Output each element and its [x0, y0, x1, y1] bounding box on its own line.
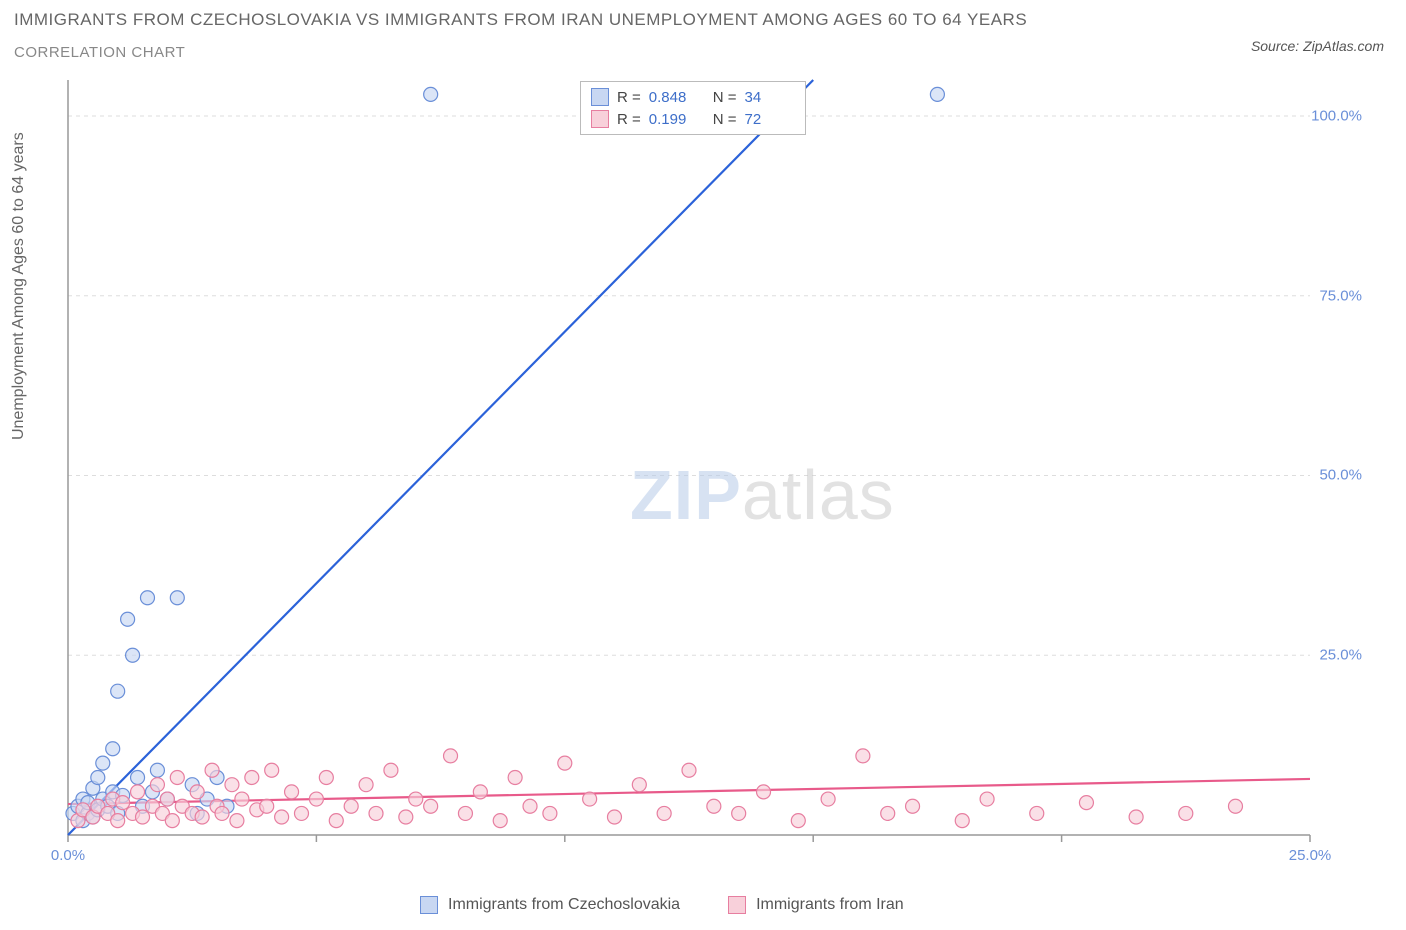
- legend-series-label: Immigrants from Iran: [756, 896, 904, 914]
- correlation-legend-box: R = 0.848 N = 34 R = 0.199 N = 72: [580, 81, 806, 135]
- legend-n-label: N =: [713, 89, 737, 106]
- legend-swatch: [420, 896, 438, 914]
- x-tick-label: 25.0%: [1289, 847, 1332, 864]
- chart-title-block: IMMIGRANTS FROM CZECHOSLOVAKIA VS IMMIGR…: [14, 10, 1392, 61]
- legend-swatch: [591, 88, 609, 106]
- series-legend: Immigrants from Czechoslovakia Immigrants…: [420, 896, 904, 914]
- legend-swatch: [591, 110, 609, 128]
- y-tick-label: 100.0%: [1311, 107, 1362, 124]
- chart-title-line2: CORRELATION CHART: [14, 44, 1392, 61]
- legend-r-label: R =: [617, 89, 641, 106]
- y-axis-label: Unemployment Among Ages 60 to 64 years: [10, 132, 28, 440]
- legend-r-label: R =: [617, 111, 641, 128]
- chart-title-line1: IMMIGRANTS FROM CZECHOSLOVAKIA VS IMMIGR…: [14, 10, 1392, 30]
- legend-r-value: 0.848: [649, 89, 699, 106]
- legend-n-value: 72: [745, 111, 795, 128]
- x-tick-label: 0.0%: [51, 847, 85, 864]
- legend-r-value: 0.199: [649, 111, 699, 128]
- legend-n-label: N =: [713, 111, 737, 128]
- correlation-legend-row: R = 0.848 N = 34: [591, 86, 795, 108]
- legend-n-value: 34: [745, 89, 795, 106]
- legend-swatch: [728, 896, 746, 914]
- source-attribution: Source: ZipAtlas.com: [1251, 38, 1384, 54]
- legend-item: Immigrants from Iran: [728, 896, 904, 914]
- y-tick-label: 25.0%: [1319, 647, 1362, 664]
- y-tick-label: 50.0%: [1319, 467, 1362, 484]
- correlation-legend-row: R = 0.199 N = 72: [591, 108, 795, 130]
- y-tick-label: 75.0%: [1319, 287, 1362, 304]
- legend-item: Immigrants from Czechoslovakia: [420, 896, 680, 914]
- legend-series-label: Immigrants from Czechoslovakia: [448, 896, 680, 914]
- plot-area: ZIPatlas R =0.848N =34R =0.199N =72 25.0…: [60, 75, 1380, 865]
- scatter-chart-svg: [60, 75, 1380, 865]
